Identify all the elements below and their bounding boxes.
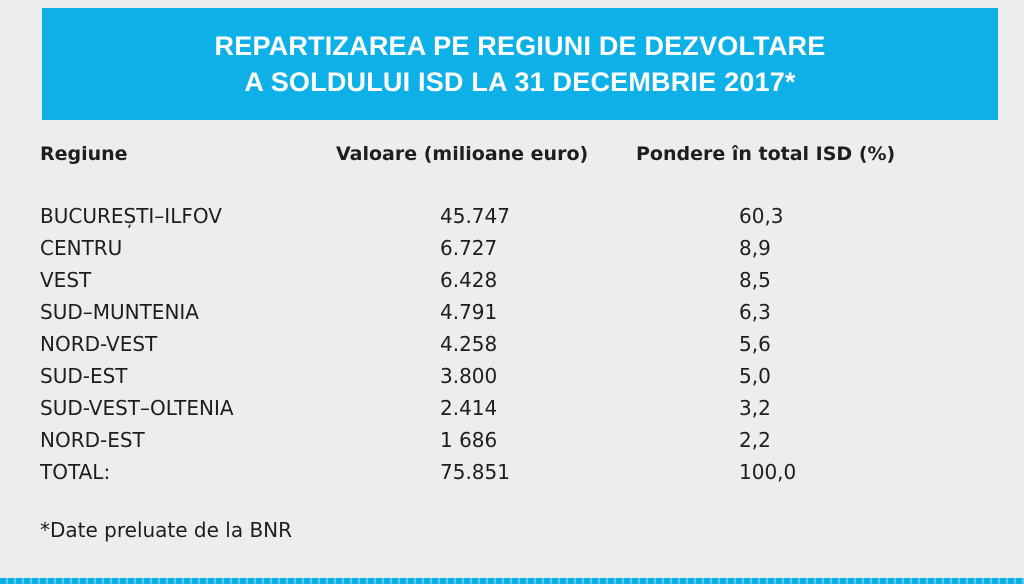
region-cell: NORD-EST xyxy=(40,428,145,452)
table-row-total: TOTAL: 75.851 100,0 xyxy=(0,458,1024,490)
table-row: CENTRU 6.727 8,9 xyxy=(0,234,1024,266)
value-cell: 3.800 xyxy=(440,364,498,388)
value-cell: 4.791 xyxy=(440,300,498,324)
region-cell: NORD-VEST xyxy=(40,332,158,356)
share-cell: 8,5 xyxy=(739,268,771,292)
title-line-2: A SOLDULUI ISD LA 31 DECEMBRIE 2017* xyxy=(244,67,796,97)
value-cell: 45.747 xyxy=(440,204,510,228)
value-cell: 75.851 xyxy=(440,460,510,484)
value-cell: 4.258 xyxy=(440,332,498,356)
region-cell: SUD-EST xyxy=(40,364,128,388)
share-cell: 6,3 xyxy=(739,300,771,324)
table-row: SUD–MUNTENIA 4.791 6,3 xyxy=(0,298,1024,330)
column-header-share: Pondere în total ISD (%) xyxy=(636,143,896,165)
share-cell: 100,0 xyxy=(739,460,797,484)
region-cell: TOTAL: xyxy=(40,460,111,484)
value-cell: 2.414 xyxy=(440,396,498,420)
region-cell: VEST xyxy=(40,268,92,292)
table-row: VEST 6.428 8,5 xyxy=(0,266,1024,298)
table-row: SUD-VEST–OLTENIA 2.414 3,2 xyxy=(0,394,1024,426)
region-cell: BUCUREȘTI–ILFOV xyxy=(40,204,222,228)
value-cell: 6.727 xyxy=(440,236,498,260)
region-cell: SUD–MUNTENIA xyxy=(40,300,199,324)
table-row: NORD-EST 1 686 2,2 xyxy=(0,426,1024,458)
share-cell: 2,2 xyxy=(739,428,771,452)
bottom-border xyxy=(0,578,1024,584)
share-cell: 5,6 xyxy=(739,332,771,356)
title-banner: REPARTIZAREA PE REGIUNI DE DEZVOLTARE A … xyxy=(42,8,998,120)
region-cell: SUD-VEST–OLTENIA xyxy=(40,396,234,420)
table-row: BUCUREȘTI–ILFOV 45.747 60,3 xyxy=(0,202,1024,234)
column-header-region: Regiune xyxy=(40,143,128,165)
value-cell: 6.428 xyxy=(440,268,498,292)
value-cell: 1 686 xyxy=(440,428,498,452)
footnote: *Date preluate de la BNR xyxy=(40,518,293,542)
title-line-1: REPARTIZAREA PE REGIUNI DE DEZVOLTARE xyxy=(214,31,826,61)
column-header-value: Valoare (milioane euro) xyxy=(336,143,589,165)
share-cell: 5,0 xyxy=(739,364,771,388)
share-cell: 60,3 xyxy=(739,204,784,228)
share-cell: 3,2 xyxy=(739,396,771,420)
region-cell: CENTRU xyxy=(40,236,123,260)
table-row: NORD-VEST 4.258 5,6 xyxy=(0,330,1024,362)
table-row: SUD-EST 3.800 5,0 xyxy=(0,362,1024,394)
share-cell: 8,9 xyxy=(739,236,771,260)
